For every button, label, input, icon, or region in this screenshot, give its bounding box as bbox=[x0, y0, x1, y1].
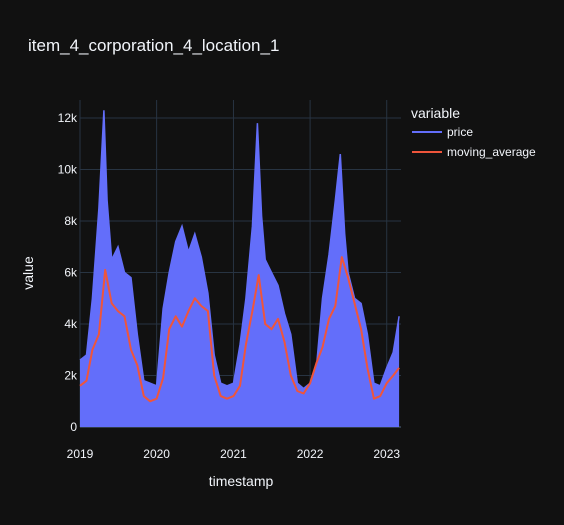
y-tick-label: 4k bbox=[64, 317, 78, 331]
y-tick-label: 2k bbox=[64, 369, 78, 383]
x-tick-label: 2023 bbox=[373, 447, 400, 461]
moving-average-series-line[interactable] bbox=[79, 256, 400, 403]
x-axis-title: timestamp bbox=[209, 473, 274, 489]
chart-title: item_4_corporation_4_location_1 bbox=[28, 36, 279, 55]
x-tick-label: 2021 bbox=[220, 447, 247, 461]
x-tick-label: 2022 bbox=[297, 447, 324, 461]
y-tick-label: 12k bbox=[58, 111, 78, 125]
legend-item-moving-average[interactable]: moving_average bbox=[412, 145, 536, 159]
legend-title: variable bbox=[411, 105, 460, 121]
y-axis-ticks: 0 2k 4k 6k 8k 10k 12k bbox=[58, 111, 78, 434]
y-tick-label: 6k bbox=[64, 266, 78, 280]
legend-label-price: price bbox=[447, 125, 473, 139]
plot-area bbox=[79, 110, 400, 428]
legend-label-moving-average: moving_average bbox=[447, 145, 536, 159]
y-tick-label: 0 bbox=[70, 420, 77, 434]
legend-item-price[interactable]: price bbox=[412, 125, 473, 139]
price-series-line[interactable] bbox=[79, 110, 400, 390]
y-axis-title: value bbox=[20, 256, 36, 290]
x-tick-label: 2020 bbox=[143, 447, 170, 461]
y-tick-label: 8k bbox=[64, 214, 78, 228]
legend[interactable]: variable price moving_average bbox=[411, 105, 536, 159]
price-series-area bbox=[80, 110, 400, 428]
x-axis-ticks: 2019 2020 2021 2022 2023 bbox=[67, 447, 401, 461]
x-tick-label: 2019 bbox=[67, 447, 94, 461]
y-tick-label: 10k bbox=[58, 163, 78, 177]
